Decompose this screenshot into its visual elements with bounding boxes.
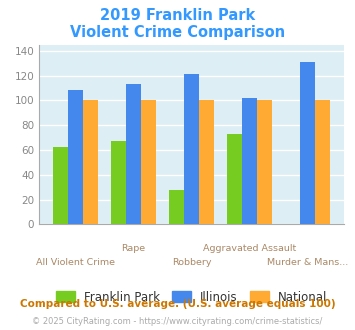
Bar [315, 100, 331, 224]
Bar [169, 190, 184, 224]
Text: Compared to U.S. average. (U.S. average equals 100): Compared to U.S. average. (U.S. average … [20, 299, 335, 309]
Text: Aggravated Assault: Aggravated Assault [203, 244, 296, 253]
Text: © 2025 CityRating.com - https://www.cityrating.com/crime-statistics/: © 2025 CityRating.com - https://www.city… [32, 317, 323, 326]
Bar [227, 134, 242, 224]
Text: All Violent Crime: All Violent Crime [36, 258, 115, 267]
Text: Murder & Mans...: Murder & Mans... [267, 258, 349, 267]
Text: Robbery: Robbery [172, 258, 212, 267]
Bar [257, 100, 272, 224]
Bar [53, 148, 68, 224]
Bar [68, 90, 83, 224]
Bar [111, 141, 126, 224]
Bar [184, 74, 199, 224]
Bar [83, 100, 98, 224]
Bar [199, 100, 214, 224]
Bar [242, 98, 257, 224]
Bar [126, 84, 141, 224]
Legend: Franklin Park, Illinois, National: Franklin Park, Illinois, National [51, 286, 332, 309]
Bar [300, 62, 315, 224]
Text: 2019 Franklin Park: 2019 Franklin Park [100, 8, 255, 23]
Bar [141, 100, 156, 224]
Text: Violent Crime Comparison: Violent Crime Comparison [70, 25, 285, 40]
Text: Rape: Rape [121, 244, 146, 253]
